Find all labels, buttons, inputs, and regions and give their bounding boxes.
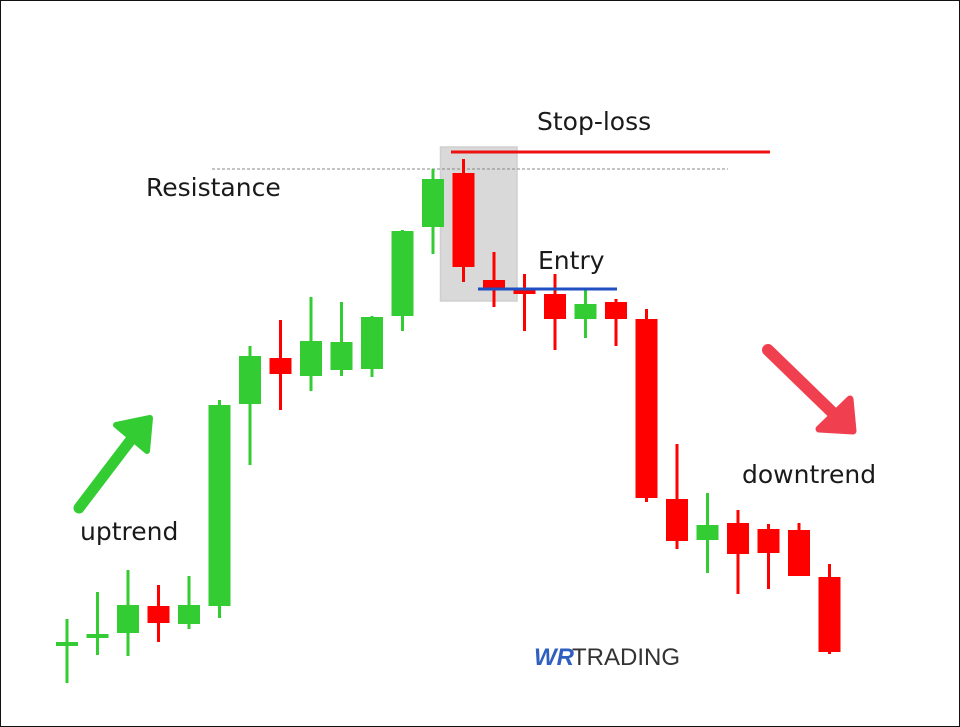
candle-bearish (544, 274, 566, 350)
candle-body (269, 358, 292, 374)
candle-bullish (391, 230, 414, 331)
pattern-highlight-box (439, 146, 518, 302)
candle-body (544, 294, 566, 319)
candle-bullish (361, 316, 383, 377)
candle-body (178, 605, 200, 624)
candle-bearish (757, 524, 780, 589)
candle-body (208, 405, 231, 606)
up-arrow-icon (73, 415, 153, 514)
candle-bearish (483, 252, 505, 307)
entry-label: Entry (538, 246, 605, 275)
candle-body (696, 525, 719, 540)
candle-bullish (208, 400, 231, 618)
candles (56, 159, 841, 683)
candle-bullish (178, 576, 200, 629)
candle-body (56, 642, 78, 646)
wr-trading-logo: WR TRADING (534, 644, 680, 671)
candle-bearish (147, 585, 170, 642)
candle-body (422, 179, 444, 227)
candle-bearish (818, 564, 841, 654)
resistance-label: Resistance (146, 173, 281, 202)
candle-body (391, 231, 414, 316)
candle-body (86, 634, 109, 638)
candle-body (300, 341, 322, 376)
candle-body (818, 577, 841, 652)
candle-bearish (727, 510, 749, 594)
candle-body (757, 529, 780, 553)
candle-body (574, 304, 597, 319)
candle-bullish (239, 346, 261, 465)
candle-bearish (666, 444, 688, 549)
candle-body (483, 280, 505, 288)
stop-loss-label: Stop-loss (537, 107, 651, 136)
candle-body (452, 173, 475, 267)
candle-bearish (788, 523, 810, 576)
candle-body (788, 530, 810, 576)
candle-body (330, 342, 353, 370)
candle-body (361, 317, 383, 369)
candle-bearish (605, 299, 627, 346)
candle-bullish (300, 297, 322, 391)
candle-body (147, 606, 170, 623)
candle-bullish (422, 169, 444, 254)
candle-body (239, 356, 261, 404)
candle-body (635, 319, 658, 498)
uptrend-label: uptrend (80, 517, 178, 546)
down-arrow-icon (762, 344, 857, 435)
candle-body (117, 605, 139, 633)
candle-bearish (269, 320, 292, 410)
downtrend-label: downtrend (742, 460, 876, 489)
candle-body (605, 302, 627, 319)
candle-bullish (574, 290, 597, 338)
candle-bullish (330, 302, 353, 376)
candle-bullish (86, 592, 109, 655)
logo-mark: WR (534, 644, 575, 671)
candle-bearish (452, 159, 475, 282)
candle-body (666, 499, 688, 541)
candle-body (727, 523, 749, 554)
candle-bearish (635, 309, 658, 502)
candle-bullish (696, 493, 719, 573)
candle-body (513, 289, 536, 294)
candle-bearish (513, 274, 536, 331)
candle-bullish (117, 570, 139, 656)
logo-text: TRADING (572, 644, 680, 671)
candle-bullish (56, 619, 78, 683)
